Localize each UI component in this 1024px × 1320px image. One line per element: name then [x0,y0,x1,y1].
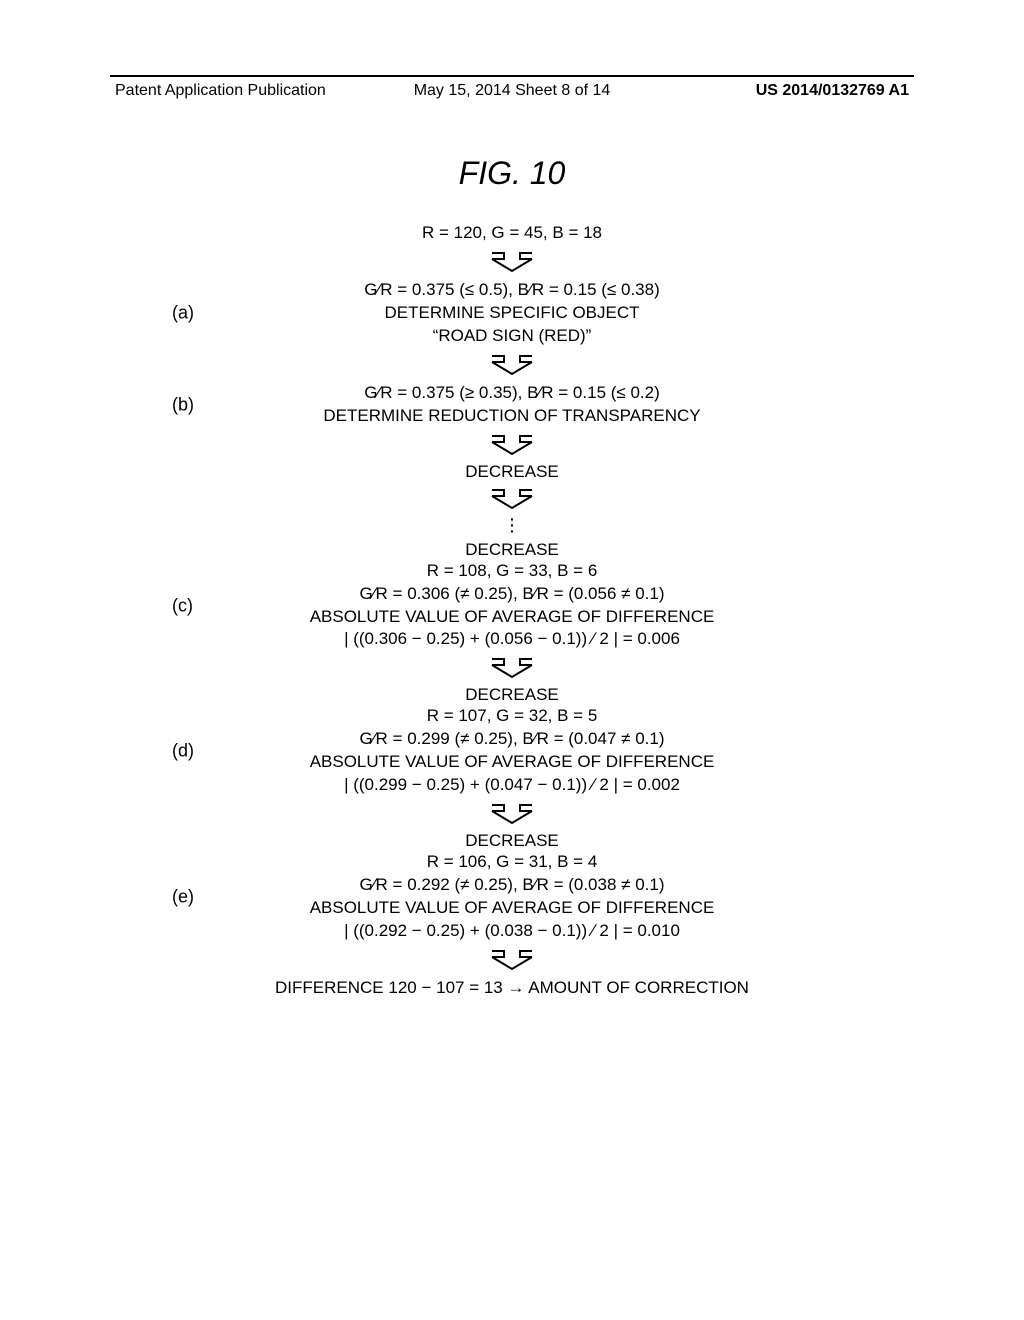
step-a-line1: G∕R = 0.375 (≤ 0.5), B∕R = 0.15 (≤ 0.38) [222,279,802,302]
decrease-label: DECREASE [172,831,852,851]
step-d-letter: (d) [172,741,222,762]
arrow-down-icon [172,803,852,825]
arrow-down-icon [172,354,852,376]
arrow-down-icon [172,657,852,679]
step-a-line3: “ROAD SIGN (RED)” [222,325,802,348]
step-c-ratio: G∕R = 0.306 (≠ 0.25), B∕R = (0.056 ≠ 0.1… [222,583,802,606]
step-e-letter: (e) [172,887,222,908]
decrease-label: DECREASE [172,462,852,482]
step-d-ratio: G∕R = 0.299 (≠ 0.25), B∕R = (0.047 ≠ 0.1… [222,728,802,751]
final-result: DIFFERENCE 120 − 107 = 13 → AMOUNT OF CO… [172,977,852,1000]
header-right: US 2014/0132769 A1 [644,82,909,100]
vertical-dots-icon: ··· [172,516,852,534]
header-rule [110,75,914,77]
step-c: (c) R = 108, G = 33, B = 6 G∕R = 0.306 (… [172,560,852,652]
step-d-abs-expr: | ((0.299 − 0.25) + (0.047 − 0.1)) ∕ 2 |… [222,774,802,797]
step-a-block: G∕R = 0.375 (≤ 0.5), B∕R = 0.15 (≤ 0.38)… [172,279,852,348]
step-a-line2: DETERMINE SPECIFIC OBJECT [222,302,802,325]
step-a-letter: (a) [172,303,222,324]
initial-values: R = 120, G = 45, B = 18 [172,222,852,245]
arrow-down-icon [172,488,852,510]
final-result-text: DIFFERENCE 120 − 107 = 13 → AMOUNT OF CO… [172,977,852,1000]
step-b-block: G∕R = 0.375 (≥ 0.35), B∕R = 0.15 (≤ 0.2)… [172,382,852,428]
initial-values-text: R = 120, G = 45, B = 18 [172,222,852,245]
header-left: Patent Application Publication [115,82,380,100]
step-e-abs-expr: | ((0.292 − 0.25) + (0.038 − 0.1)) ∕ 2 |… [222,920,802,943]
step-d-rgb: R = 107, G = 32, B = 5 [222,705,802,728]
header-mid: May 15, 2014 Sheet 8 of 14 [380,82,645,100]
step-d-block: R = 107, G = 32, B = 5 G∕R = 0.299 (≠ 0.… [172,705,852,797]
decrease-label: DECREASE [172,540,852,560]
step-e-rgb: R = 106, G = 31, B = 4 [222,851,802,874]
arrow-down-icon [172,251,852,273]
decrease-label: DECREASE [172,685,852,705]
step-c-letter: (c) [172,595,222,616]
step-e-ratio: G∕R = 0.292 (≠ 0.25), B∕R = (0.038 ≠ 0.1… [222,874,802,897]
step-e-block: R = 106, G = 31, B = 4 G∕R = 0.292 (≠ 0.… [172,851,852,943]
flowchart: R = 120, G = 45, B = 18 (a) G∕R = 0.375 … [172,222,852,1000]
step-c-rgb: R = 108, G = 33, B = 6 [222,560,802,583]
step-b-line1: G∕R = 0.375 (≥ 0.35), B∕R = 0.15 (≤ 0.2) [222,382,802,405]
step-a: (a) G∕R = 0.375 (≤ 0.5), B∕R = 0.15 (≤ 0… [172,279,852,348]
step-b: (b) G∕R = 0.375 (≥ 0.35), B∕R = 0.15 (≤ … [172,382,852,428]
step-c-block: R = 108, G = 33, B = 6 G∕R = 0.306 (≠ 0.… [172,560,852,652]
step-d-abs-label: ABSOLUTE VALUE OF AVERAGE OF DIFFERENCE [222,751,802,774]
step-c-abs-label: ABSOLUTE VALUE OF AVERAGE OF DIFFERENCE [222,606,802,629]
page: Patent Application Publication May 15, 2… [0,0,1024,1320]
step-b-letter: (b) [172,394,222,415]
step-c-abs-expr: | ((0.306 − 0.25) + (0.056 − 0.1)) ∕ 2 |… [222,628,802,651]
step-e: (e) R = 106, G = 31, B = 4 G∕R = 0.292 (… [172,851,852,943]
figure-title: FIG. 10 [0,155,1024,192]
arrow-down-icon [172,949,852,971]
header: Patent Application Publication May 15, 2… [115,82,909,100]
arrow-down-icon [172,434,852,456]
step-e-abs-label: ABSOLUTE VALUE OF AVERAGE OF DIFFERENCE [222,897,802,920]
step-b-line2: DETERMINE REDUCTION OF TRANSPARENCY [222,405,802,428]
step-d: (d) R = 107, G = 32, B = 5 G∕R = 0.299 (… [172,705,852,797]
